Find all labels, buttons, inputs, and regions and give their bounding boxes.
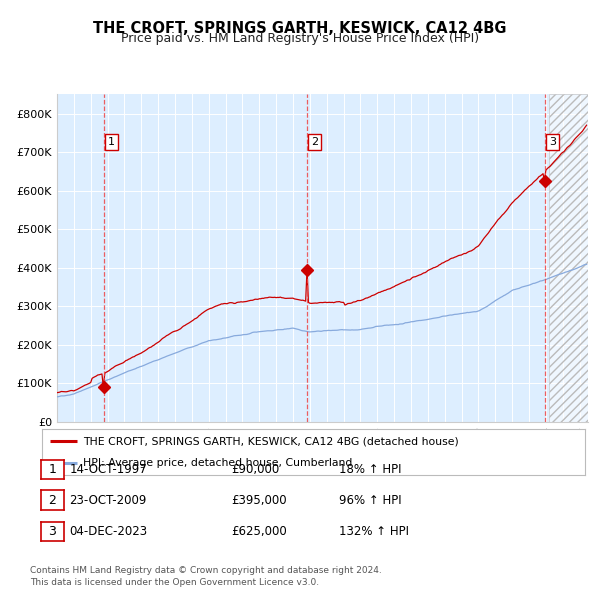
Text: 14-OCT-1997: 14-OCT-1997 — [70, 463, 148, 476]
Text: £395,000: £395,000 — [231, 493, 287, 507]
Text: £625,000: £625,000 — [231, 525, 287, 538]
Text: THE CROFT, SPRINGS GARTH, KESWICK, CA12 4BG: THE CROFT, SPRINGS GARTH, KESWICK, CA12 … — [93, 21, 507, 35]
Bar — [549, 94, 588, 422]
Text: 2: 2 — [48, 493, 56, 507]
Text: Price paid vs. HM Land Registry's House Price Index (HPI): Price paid vs. HM Land Registry's House … — [121, 32, 479, 45]
Text: 96% ↑ HPI: 96% ↑ HPI — [339, 493, 401, 507]
Text: Contains HM Land Registry data © Crown copyright and database right 2024.
This d: Contains HM Land Registry data © Crown c… — [30, 566, 382, 587]
Text: 2: 2 — [311, 137, 318, 147]
Text: 1: 1 — [108, 137, 115, 147]
Text: 04-DEC-2023: 04-DEC-2023 — [70, 525, 148, 538]
Bar — [549, 94, 588, 422]
Text: £90,000: £90,000 — [231, 463, 279, 476]
Text: 3: 3 — [48, 525, 56, 538]
Text: 18% ↑ HPI: 18% ↑ HPI — [339, 463, 401, 476]
Text: 132% ↑ HPI: 132% ↑ HPI — [339, 525, 409, 538]
Text: THE CROFT, SPRINGS GARTH, KESWICK, CA12 4BG (detached house): THE CROFT, SPRINGS GARTH, KESWICK, CA12 … — [83, 437, 458, 447]
Text: HPI: Average price, detached house, Cumberland: HPI: Average price, detached house, Cumb… — [83, 457, 352, 467]
Text: 23-OCT-2009: 23-OCT-2009 — [70, 493, 147, 507]
Text: 3: 3 — [549, 137, 556, 147]
Text: 1: 1 — [48, 463, 56, 476]
